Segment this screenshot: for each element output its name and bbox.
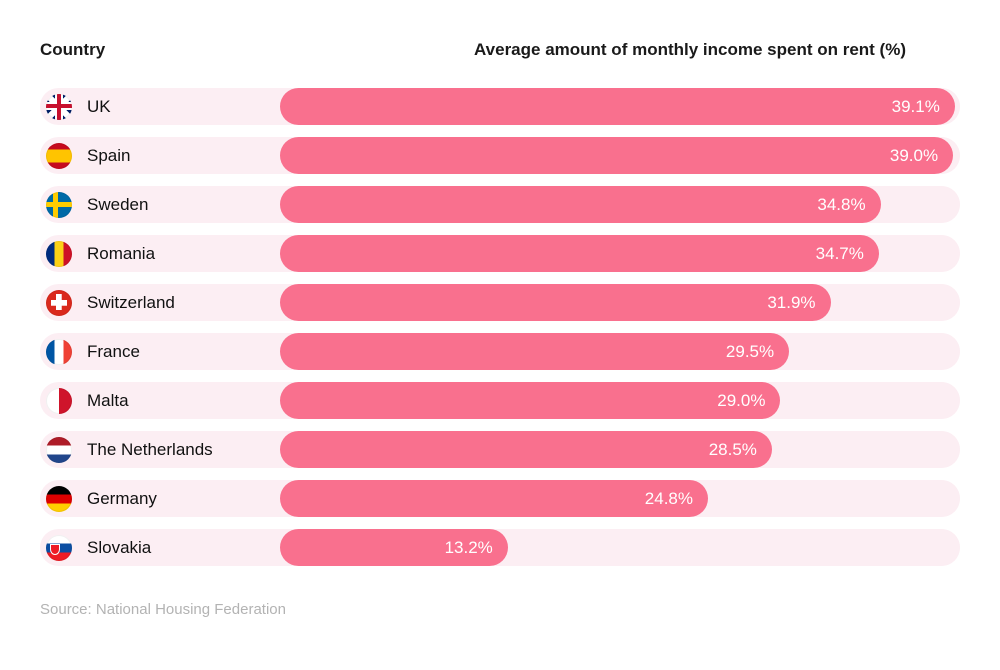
country-label: Romania bbox=[87, 243, 156, 263]
flag-fr-icon bbox=[46, 338, 72, 365]
bar-track: 34.7% bbox=[280, 235, 960, 272]
flag-de-icon bbox=[46, 485, 72, 512]
bar-value-label: 29.5% bbox=[725, 341, 775, 361]
bar: 34.8% bbox=[280, 186, 881, 223]
chart-header: Country Average amount of monthly income… bbox=[40, 40, 960, 60]
country-cell: Romania bbox=[40, 235, 280, 272]
bar-track: 31.9% bbox=[280, 284, 960, 321]
country-cell: The Netherlands bbox=[40, 431, 280, 468]
country-label: The Netherlands bbox=[87, 439, 213, 459]
flag-es-icon bbox=[46, 142, 72, 169]
bar: 34.7% bbox=[280, 235, 879, 272]
source-caption: Source: National Housing Federation bbox=[40, 601, 286, 618]
bar-value-label: 31.9% bbox=[767, 292, 816, 312]
table-row: Malta 29.0% bbox=[40, 382, 960, 419]
flag-se-icon bbox=[46, 191, 72, 218]
bar-track: 13.2% bbox=[280, 529, 960, 566]
country-label: Sweden bbox=[87, 194, 149, 214]
country-label: Spain bbox=[87, 145, 131, 165]
country-cell: Germany bbox=[40, 480, 280, 517]
country-cell: Slovakia bbox=[40, 529, 280, 566]
table-row: Switzerland 31.9% bbox=[40, 284, 960, 321]
bar: 24.8% bbox=[280, 480, 708, 517]
flag-ch-icon bbox=[46, 289, 72, 316]
bar-value-label: 13.2% bbox=[444, 537, 493, 557]
bar: 28.5% bbox=[280, 431, 772, 468]
bar-value-label: 28.5% bbox=[708, 439, 757, 459]
bar: 31.9% bbox=[280, 284, 831, 321]
bar: 13.2% bbox=[280, 529, 508, 566]
bar-value-label: 39.0% bbox=[889, 145, 939, 165]
bar-value-label: 24.8% bbox=[644, 488, 693, 508]
bar-track: 28.5% bbox=[280, 431, 960, 468]
bar-chart: UK 39.1% Spain 39.0% Sweden 34.8% bbox=[40, 88, 960, 566]
country-label: Germany bbox=[87, 488, 157, 508]
country-cell: Malta bbox=[40, 382, 280, 419]
column-header-country: Country bbox=[40, 40, 106, 59]
bar: 39.1% bbox=[280, 88, 955, 125]
flag-uk-icon bbox=[46, 93, 72, 120]
table-row: Germany 24.8% bbox=[40, 480, 960, 517]
bar-value-label: 39.1% bbox=[891, 96, 940, 116]
bar: 29.5% bbox=[280, 333, 790, 370]
country-label: Malta bbox=[87, 390, 129, 410]
country-label: France bbox=[87, 341, 140, 361]
table-row: France 29.5% bbox=[40, 333, 960, 370]
bar-value-label: 34.7% bbox=[815, 243, 864, 263]
country-cell: France bbox=[40, 333, 280, 370]
bar-track: 39.1% bbox=[280, 88, 960, 125]
country-label: Switzerland bbox=[87, 292, 175, 312]
table-row: Sweden 34.8% bbox=[40, 186, 960, 223]
flag-ro-icon bbox=[46, 240, 72, 267]
bar-track: 29.0% bbox=[280, 382, 960, 419]
bar: 39.0% bbox=[280, 137, 954, 174]
country-cell: Spain bbox=[40, 137, 280, 174]
country-label: UK bbox=[87, 96, 111, 116]
bar-track: 34.8% bbox=[280, 186, 960, 223]
chart-title: Average amount of monthly income spent o… bbox=[474, 40, 906, 59]
bar: 29.0% bbox=[280, 382, 781, 419]
bar-track: 39.0% bbox=[280, 137, 960, 174]
table-row: UK 39.1% bbox=[40, 88, 960, 125]
country-cell: UK bbox=[40, 88, 280, 125]
bar-track: 29.5% bbox=[280, 333, 960, 370]
country-cell: Sweden bbox=[40, 186, 280, 223]
flag-mt-icon bbox=[46, 387, 72, 414]
bar-value-label: 29.0% bbox=[717, 390, 766, 410]
table-row: The Netherlands 28.5% bbox=[40, 431, 960, 468]
bar-value-label: 34.8% bbox=[817, 194, 866, 214]
table-row: Spain 39.0% bbox=[40, 137, 960, 174]
flag-sk-icon bbox=[46, 534, 72, 561]
country-label: Slovakia bbox=[87, 537, 152, 557]
table-row: Slovakia 13.2% bbox=[40, 529, 960, 566]
country-cell: Switzerland bbox=[40, 284, 280, 321]
bar-track: 24.8% bbox=[280, 480, 960, 517]
table-row: Romania 34.7% bbox=[40, 235, 960, 272]
flag-nl-icon bbox=[46, 436, 72, 463]
